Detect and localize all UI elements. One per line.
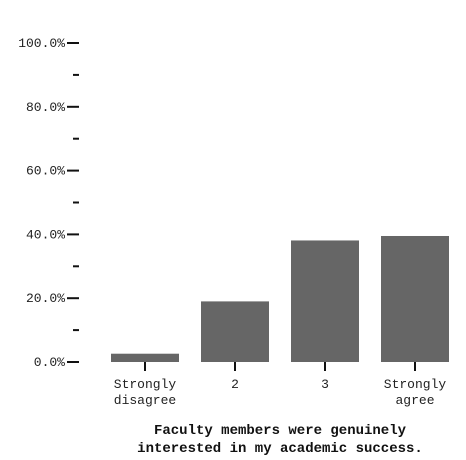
y-axis: 0.0% 20.0% 40.0% 60.0% 80.0% 100.0% [18, 36, 79, 370]
y-tick-label: 0.0% [34, 355, 65, 370]
y-tick-label: 20.0% [26, 291, 65, 306]
x-tick-label: 2 [231, 377, 239, 392]
bar [291, 240, 359, 362]
y-tick-label: 100.0% [18, 36, 65, 51]
x-tick-label: 3 [321, 377, 329, 392]
y-tick-label: 60.0% [26, 164, 65, 179]
bar [381, 235, 449, 362]
x-tick-label: Strongly disagree [114, 377, 177, 408]
bar [201, 301, 269, 362]
x-axis-title: Faculty members were genuinely interested… [137, 423, 423, 457]
bar [111, 353, 179, 362]
x-axis: Strongly disagree 2 3 Strongly agree [114, 362, 447, 408]
bars [111, 235, 449, 362]
y-tick-label: 40.0% [26, 227, 65, 242]
y-tick-label: 80.0% [26, 100, 65, 115]
x-tick-label: Strongly agree [384, 377, 447, 408]
